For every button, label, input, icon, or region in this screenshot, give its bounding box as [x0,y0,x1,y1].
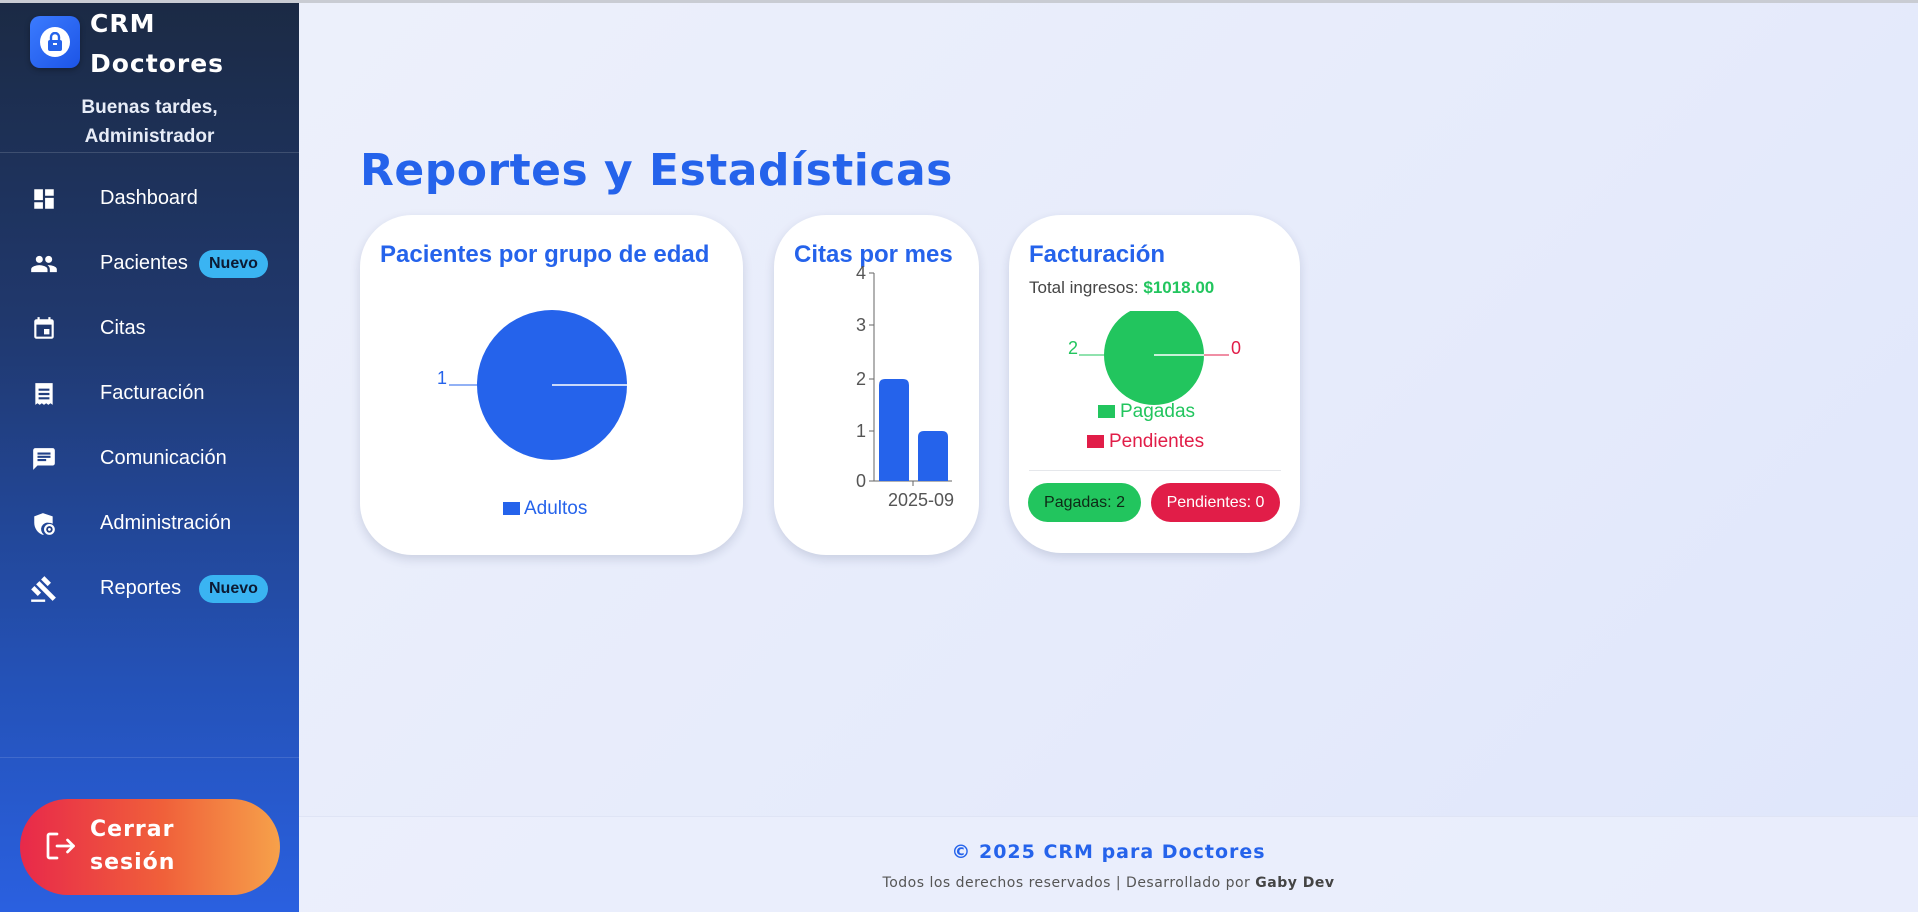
sidebar-item-administracion[interactable]: Administración [0,491,299,556]
chat-icon [30,445,58,473]
sidebar-item-comunicacion[interactable]: Comunicación [0,426,299,491]
age-group-card: Pacientes por grupo de edad 1 Adultos [360,215,743,555]
legend-label: Pagadas [1120,401,1195,422]
receipt-icon [30,380,58,408]
y-tick-label: 4 [856,263,866,283]
brand-title: CRM Doctores [90,9,225,78]
sidebar-divider [0,757,299,758]
sidebar-divider [0,152,299,153]
footer-credits: Todos los derechos reservados | Desarrol… [882,875,1335,891]
y-tick-label: 1 [856,421,866,441]
legend-label: Pendientes [1109,431,1204,452]
people-icon [30,250,58,278]
legend-label: Adultos [524,498,587,519]
y-tick-label: 2 [856,369,866,389]
billing-card: Facturación Total ingresos: $1018.00 2 0 P… [1009,215,1300,553]
sidebar-item-label: Citas [100,317,146,339]
total-income: Total ingresos: $1018.00 [1029,278,1215,297]
card-title: Facturación [1029,241,1166,268]
lock-icon [30,16,80,68]
sidebar-item-reportes[interactable]: Reportes Nuevo [0,556,299,621]
card-title: Pacientes por grupo de edad [380,241,710,268]
logout-label: Cerrar sesión [90,817,176,875]
brand[interactable]: CRM Doctores [30,9,224,84]
page-title: Reportes y Estadísticas [360,145,953,196]
logout-icon [46,832,75,860]
billing-pie-chart: 2 0 Pagadas Pendientes [1068,311,1241,452]
paid-pill[interactable]: Pagadas: 2 [1028,483,1141,522]
total-income-value: $1018.00 [1143,278,1215,297]
sidebar-item-label: Administración [100,512,232,534]
window-top-border [0,0,1918,3]
legend-swatch [503,502,520,515]
greeting: Buenas tardes, Administrador [81,97,218,147]
gavel-icon [30,575,58,603]
x-tick-label: 2025-09 [888,490,954,510]
sidebar-nav: Dashboard Pacientes Nuevo Citas Facturac… [0,166,299,621]
footer: © 2025 CRM para Doctores Todos los derec… [299,816,1918,912]
y-tick-label: 3 [856,315,866,335]
card-title: Citas por mes [794,241,953,268]
sidebar-item-label: Facturación [100,382,205,404]
sidebar-item-pacientes[interactable]: Pacientes Nuevo [0,231,299,296]
sidebar-item-label: Dashboard [100,187,198,209]
footer-author: Gaby Dev [1255,875,1335,891]
sidebar-item-label: Pacientes [100,252,188,274]
sidebar-item-facturacion[interactable]: Facturación [0,361,299,426]
new-badge: Nuevo [199,249,268,278]
card-divider [1029,470,1281,471]
appointments-bar-chart: 0 1 2 3 4 2025-09 [856,263,954,510]
footer-copyright: © 2025 CRM para Doctores [951,841,1266,863]
sidebar: CRM Doctores Buenas tardes, Administrado… [0,0,299,912]
y-tick-label: 0 [856,471,866,491]
pie-value-label: 1 [437,368,447,388]
pending-pill[interactable]: Pendientes: 0 [1151,483,1280,522]
age-pie-chart: 1 Adultos [437,310,627,519]
new-badge: Nuevo [199,574,268,603]
sidebar-item-label: Reportes [100,577,182,599]
admin-shield-icon [30,510,58,538]
sidebar-item-dashboard[interactable]: Dashboard [0,166,299,231]
logout-button[interactable]: Cerrar sesión [20,799,280,895]
dashboard-icon [30,185,58,213]
pie-value-label: 2 [1068,338,1078,358]
legend-swatch [1098,405,1115,418]
calendar-icon [30,315,58,343]
bar [879,379,909,481]
pie-slice [1104,311,1204,405]
appointments-card: Citas por mes 0 1 2 3 4 2025-09 [774,215,979,555]
sidebar-item-citas[interactable]: Citas [0,296,299,361]
bar [918,431,948,481]
pie-value-label: 0 [1231,338,1241,358]
sidebar-item-label: Comunicación [100,447,227,469]
legend-swatch [1087,435,1104,448]
